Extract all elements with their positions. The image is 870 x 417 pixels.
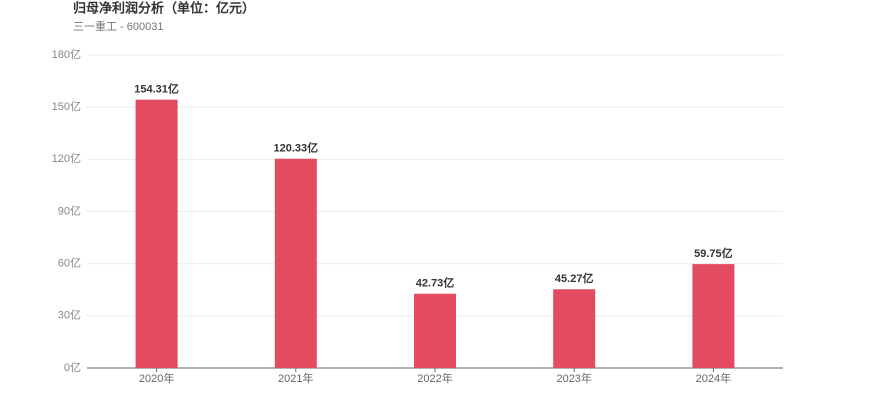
bar xyxy=(135,99,178,368)
value-label: 120.33亿 xyxy=(273,141,318,155)
y-tick-label: 30亿 xyxy=(58,309,81,322)
y-tick-label: 180亿 xyxy=(52,48,81,61)
bar xyxy=(692,264,735,368)
y-tick-label: 60亿 xyxy=(58,257,81,270)
bar xyxy=(553,289,596,368)
x-tick-label: 2024年 xyxy=(696,371,731,385)
y-tick-label: 0亿 xyxy=(64,361,81,374)
y-tick-label: 150亿 xyxy=(52,100,81,113)
value-label: 59.75亿 xyxy=(694,246,733,260)
value-label: 42.73亿 xyxy=(416,276,455,290)
value-label: 45.27亿 xyxy=(555,271,594,285)
x-tick-label: 2021年 xyxy=(278,371,313,385)
x-tick-label: 2023年 xyxy=(556,371,591,385)
y-tick-label: 120亿 xyxy=(52,152,81,165)
bar xyxy=(274,158,317,368)
chart-subtitle: 三一重工 - 600031 xyxy=(73,19,163,33)
value-label: 154.31亿 xyxy=(134,82,179,96)
bar xyxy=(414,293,456,368)
x-tick-label: 2022年 xyxy=(417,371,452,385)
x-tick-label: 2020年 xyxy=(139,371,174,385)
y-tick-label: 90亿 xyxy=(58,204,81,217)
chart-title: 归母净利润分析（单位：亿元） xyxy=(73,0,255,15)
